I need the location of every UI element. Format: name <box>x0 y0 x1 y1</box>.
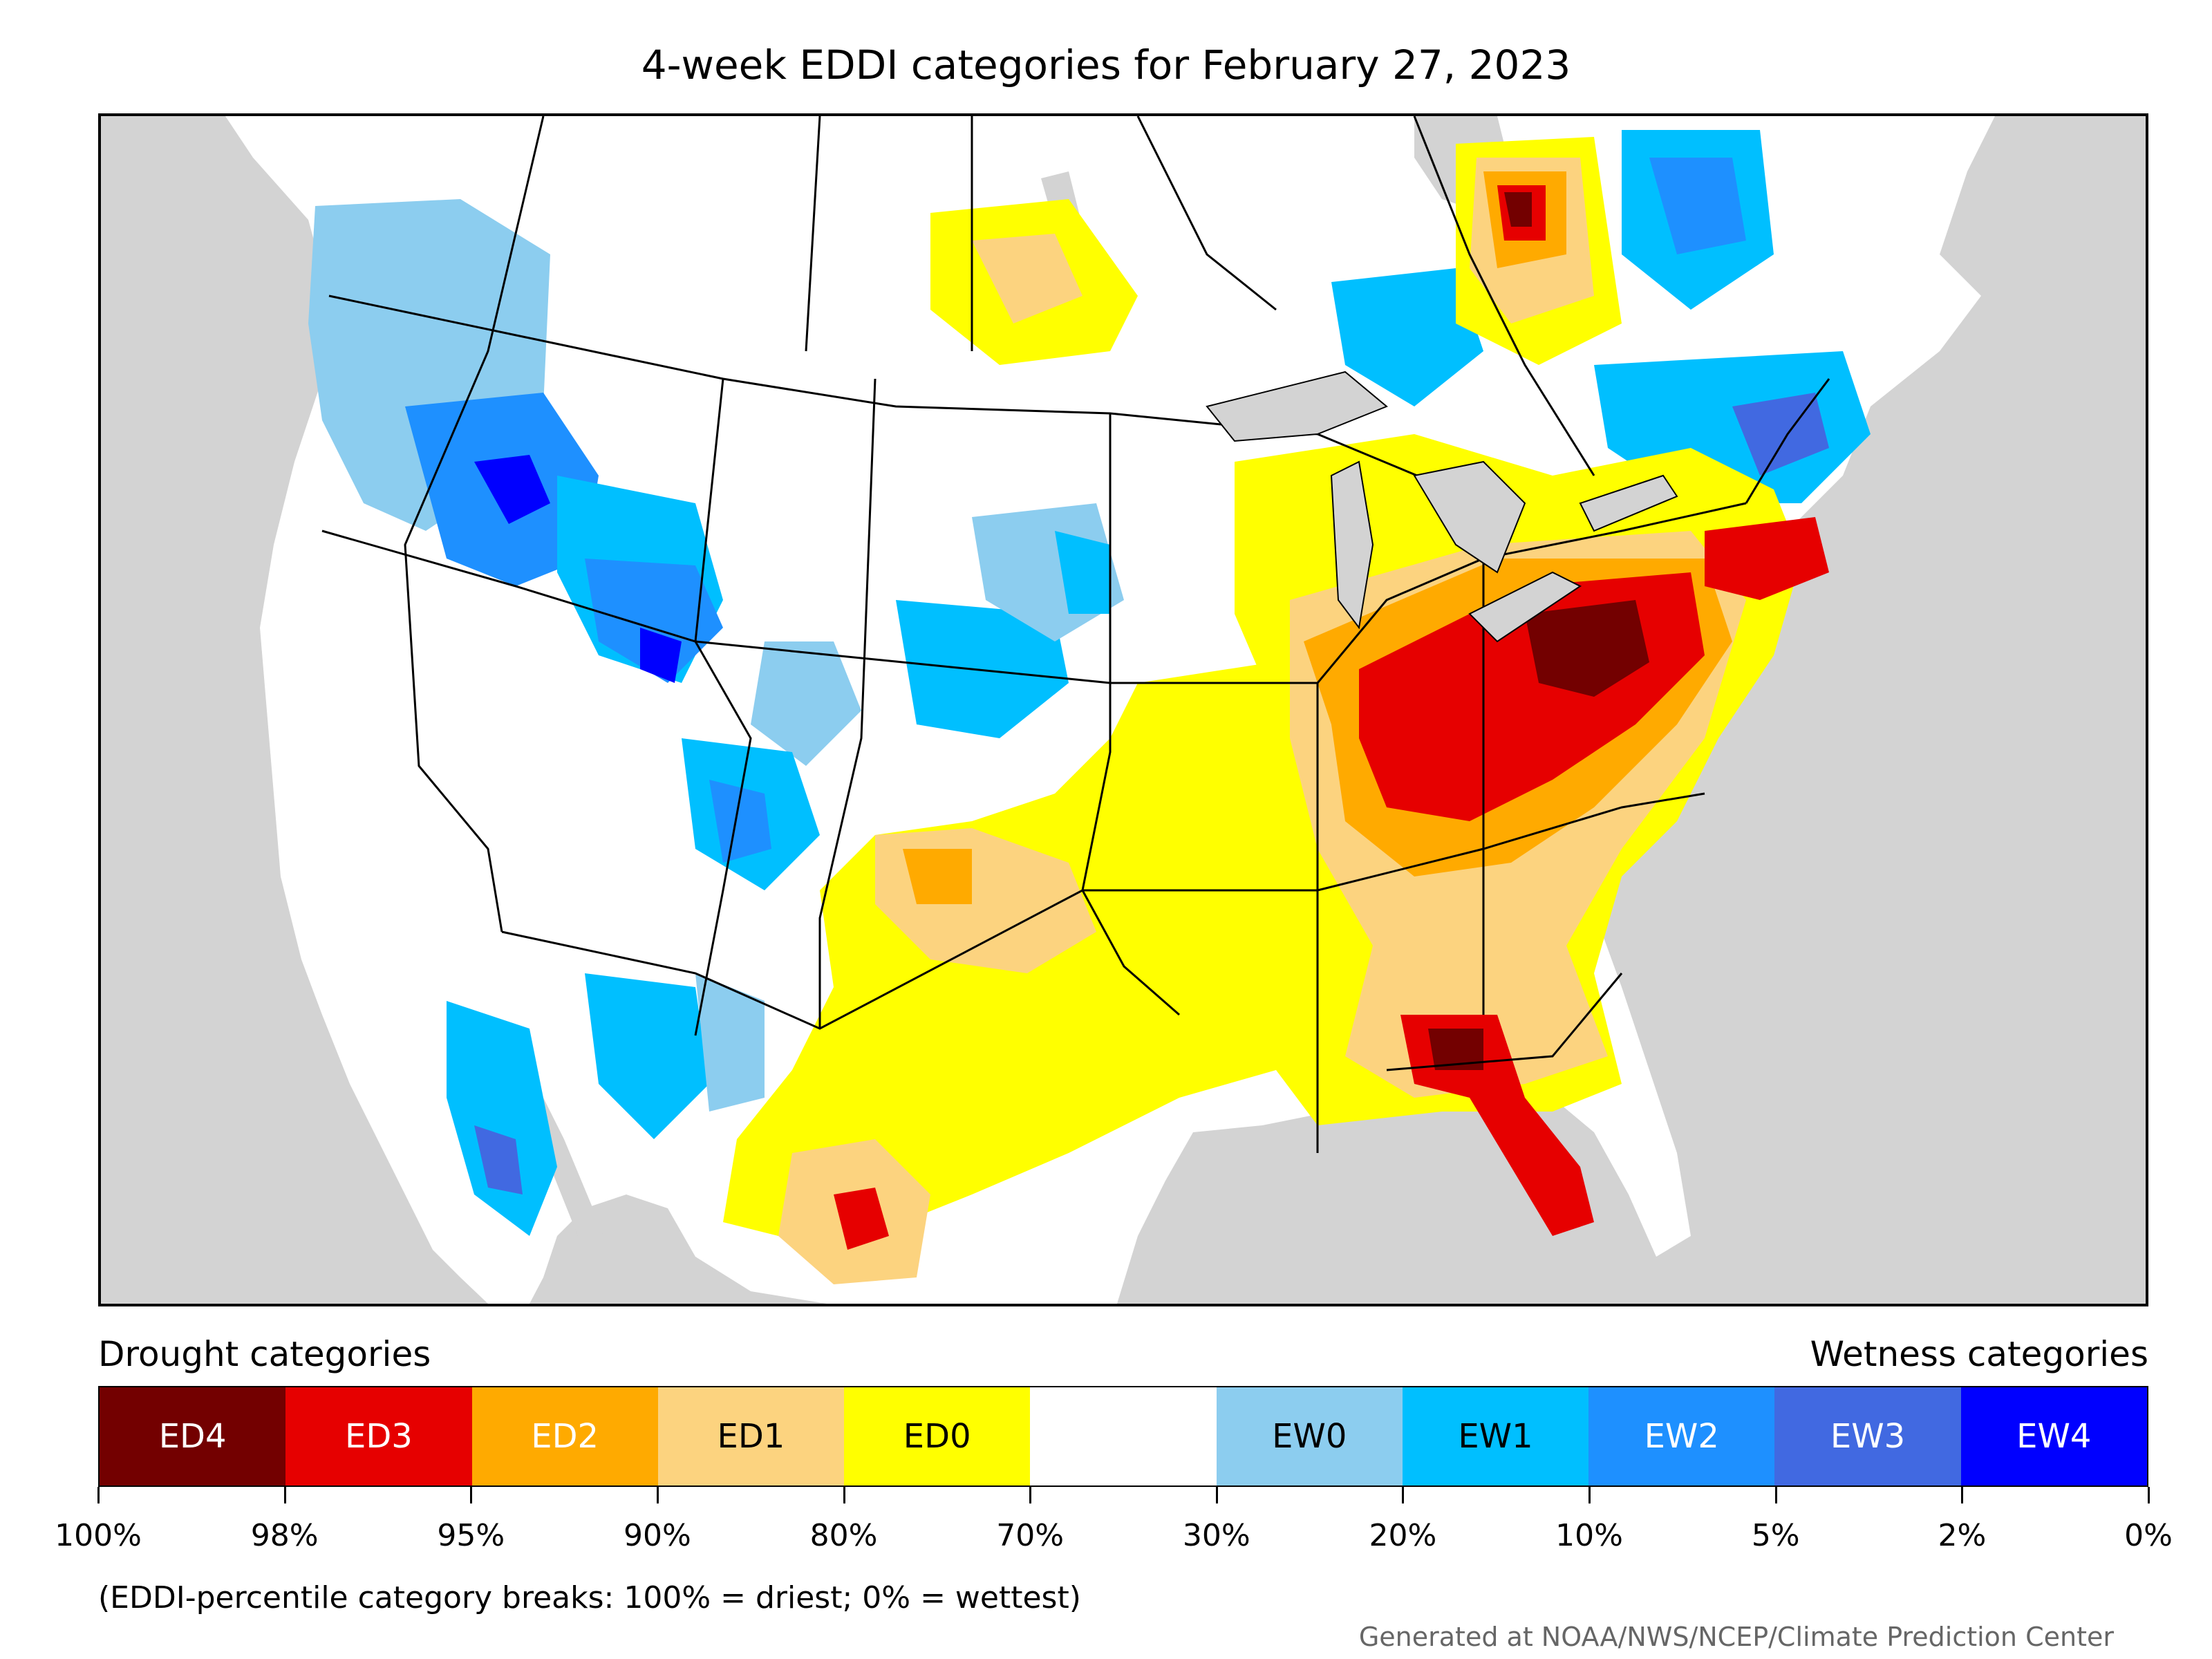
colorbar-tick-label: 2% <box>1938 1518 1987 1553</box>
wetness-categories-heading: Wetness categories <box>1810 1334 2148 1374</box>
colorbar-cell-ew2: EW2 <box>1588 1387 1775 1485</box>
colorbar-tick-label: 90% <box>624 1518 691 1553</box>
credit-line: Generated at NOAA/NWS/NCEP/Climate Predi… <box>1358 1622 2114 1652</box>
colorbar-cell-ed4: ED4 <box>100 1387 286 1485</box>
colorbar-tick <box>97 1487 100 1503</box>
colorbar-cell-ew3: EW3 <box>1774 1387 1961 1485</box>
colorbar-tick <box>656 1487 659 1503</box>
colorbar-tick <box>283 1487 286 1503</box>
great-lakes <box>1206 371 1678 643</box>
colorbar-tick-label: 5% <box>1751 1518 1800 1553</box>
colorbar-cell-ew4: EW4 <box>1960 1387 2147 1485</box>
colorbar-tick-label: 30% <box>1182 1518 1250 1553</box>
wetness-regions <box>308 130 1871 1236</box>
eddi-map <box>98 113 2148 1306</box>
colorbar-cell-ed2: ED2 <box>471 1387 658 1485</box>
colorbar-cell-ed0: ED0 <box>844 1387 1031 1485</box>
colorbar-tick-label: 95% <box>437 1518 505 1553</box>
colorbar-tick <box>470 1487 473 1503</box>
colorbar-tick-label: 80% <box>809 1518 878 1553</box>
colorbar-cell-ew1: EW1 <box>1402 1387 1589 1485</box>
colorbar-tick <box>1029 1487 1032 1503</box>
colorbar-tick <box>1215 1487 1218 1503</box>
map-svg <box>101 116 1995 1304</box>
boundaries <box>321 116 1830 1153</box>
colorbar-tick <box>1774 1487 1777 1503</box>
gulf-of-california <box>488 1035 626 1304</box>
colorbar-tick <box>1402 1487 1405 1503</box>
colorbar-tick-label: 10% <box>1555 1518 1623 1553</box>
category-colorbar: ED4 ED3 ED2 ED1 ED0 EW0 EW1 EW2 EW3 EW4 <box>98 1386 2148 1487</box>
category-note: (EDDI-percentile category breaks: 100% =… <box>98 1580 1081 1615</box>
colorbar-tick-label: 0% <box>2124 1518 2173 1553</box>
drought-categories-heading: Drought categories <box>98 1334 431 1374</box>
colorbar-tick-label: 98% <box>250 1518 319 1553</box>
colorbar-cell-normal <box>1030 1387 1217 1485</box>
colorbar-tick <box>843 1487 845 1503</box>
colorbar-tick <box>1588 1487 1591 1503</box>
colorbar-cell-ed3: ED3 <box>285 1387 472 1485</box>
drought-regions <box>723 137 1829 1284</box>
colorbar-tick-label: 70% <box>996 1518 1065 1553</box>
colorbar-tick <box>1961 1487 1964 1503</box>
colorbar-cell-ew0: EW0 <box>1216 1387 1403 1485</box>
colorbar-ticks <box>97 1487 2150 1508</box>
colorbar-tick-label: 100% <box>55 1518 142 1553</box>
colorbar-tick <box>2148 1487 2150 1503</box>
colorbar-cell-ed1: ED1 <box>657 1387 845 1485</box>
colorbar-tick-label: 20% <box>1369 1518 1437 1553</box>
map-title: 4-week EDDI categories for February 27, … <box>641 41 1571 88</box>
